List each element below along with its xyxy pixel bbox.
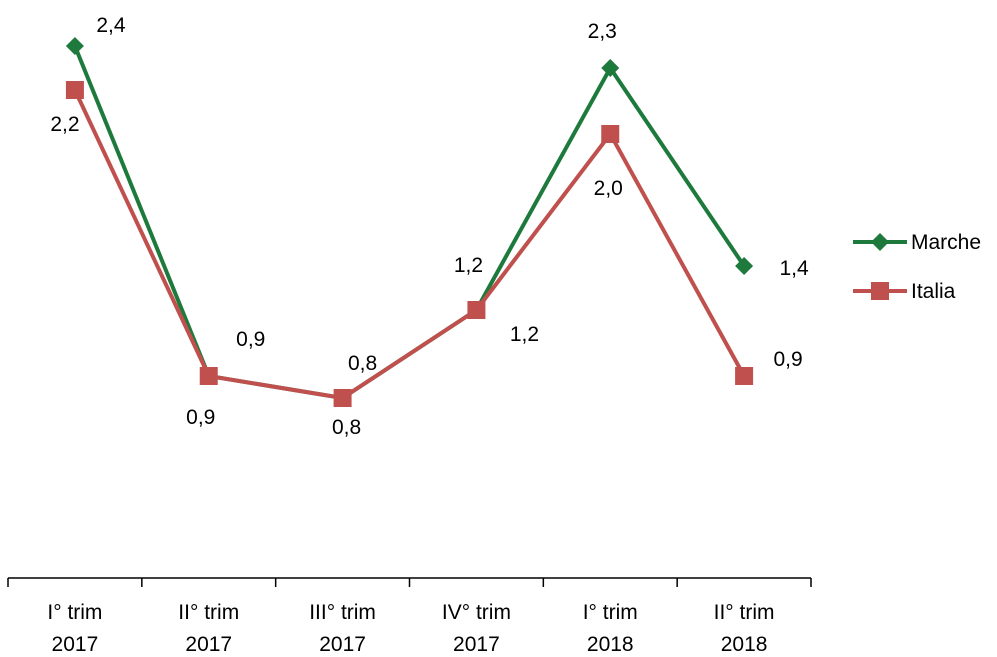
x-tick-label: II° trim 2017 bbox=[178, 601, 239, 656]
data-label-italia: 0,9 bbox=[773, 348, 802, 371]
point-italia bbox=[735, 367, 754, 385]
series-line-italia bbox=[73, 89, 746, 400]
data-label-marche: 1,4 bbox=[779, 257, 809, 280]
point-italia bbox=[333, 389, 352, 407]
data-labels: 2,4 0,9 0,8 1,2 2,3 1,4 2,2 0,9 0,8 1,2 2,0 0,9 bbox=[50, 14, 809, 439]
data-label-italia: 2,2 bbox=[50, 113, 79, 136]
legend-square-marker bbox=[871, 282, 889, 300]
data-label-marche: 2,4 bbox=[96, 14, 126, 37]
x-tick-label: IV° trim 2017 bbox=[442, 601, 511, 656]
x-tick-label: III° trim 2017 bbox=[309, 601, 376, 656]
point-marche bbox=[601, 59, 620, 77]
data-label-marche: 0,9 bbox=[236, 328, 265, 351]
data-label-italia: 0,9 bbox=[186, 406, 215, 429]
x-tick-label: II° trim 2018 bbox=[714, 601, 775, 656]
data-label-italia: 1,2 bbox=[510, 323, 539, 346]
point-italia bbox=[199, 367, 218, 385]
point-italia bbox=[65, 81, 84, 99]
x-tick-label: I° trim 2017 bbox=[47, 601, 102, 656]
data-label-marche: 2,3 bbox=[588, 20, 617, 43]
legend-item-marche: Marche bbox=[853, 231, 981, 254]
x-axis: I° trim 2017 II° trim 2017 III° trim 2017 IV° … bbox=[7, 577, 812, 656]
legend-item-italia: Italia bbox=[853, 280, 956, 303]
legend: Marche Italia bbox=[853, 231, 981, 303]
legend-diamond-marker bbox=[871, 233, 889, 251]
point-marche bbox=[65, 37, 84, 55]
plot-area bbox=[65, 37, 754, 407]
point-italia bbox=[467, 301, 486, 319]
point-italia bbox=[601, 125, 620, 143]
series-line-marche bbox=[73, 45, 746, 400]
point-marche bbox=[735, 257, 754, 275]
data-label-italia: 2,0 bbox=[594, 177, 623, 200]
data-label-italia: 0,8 bbox=[332, 416, 361, 439]
data-label-marche: 0,8 bbox=[348, 352, 377, 375]
legend-label: Italia bbox=[911, 280, 956, 303]
legend-label: Marche bbox=[911, 231, 981, 254]
data-label-marche: 1,2 bbox=[454, 254, 483, 277]
x-tick-label: I° trim 2018 bbox=[583, 601, 638, 656]
